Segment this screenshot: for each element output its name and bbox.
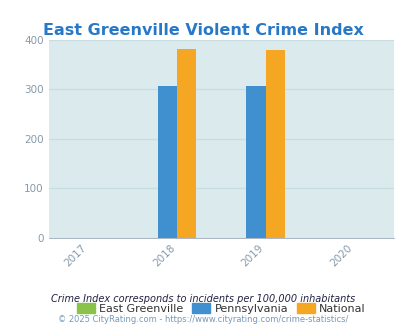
Bar — [245, 86, 265, 238]
Text: © 2025 CityRating.com - https://www.cityrating.com/crime-statistics/: © 2025 CityRating.com - https://www.city… — [58, 315, 347, 324]
Text: Crime Index corresponds to incidents per 100,000 inhabitants: Crime Index corresponds to incidents per… — [51, 294, 354, 304]
Text: East Greenville Violent Crime Index: East Greenville Violent Crime Index — [43, 23, 362, 38]
Legend: East Greenville, Pennsylvania, National: East Greenville, Pennsylvania, National — [72, 299, 369, 318]
Bar — [157, 86, 177, 238]
Bar — [177, 49, 196, 238]
Bar — [265, 50, 284, 238]
